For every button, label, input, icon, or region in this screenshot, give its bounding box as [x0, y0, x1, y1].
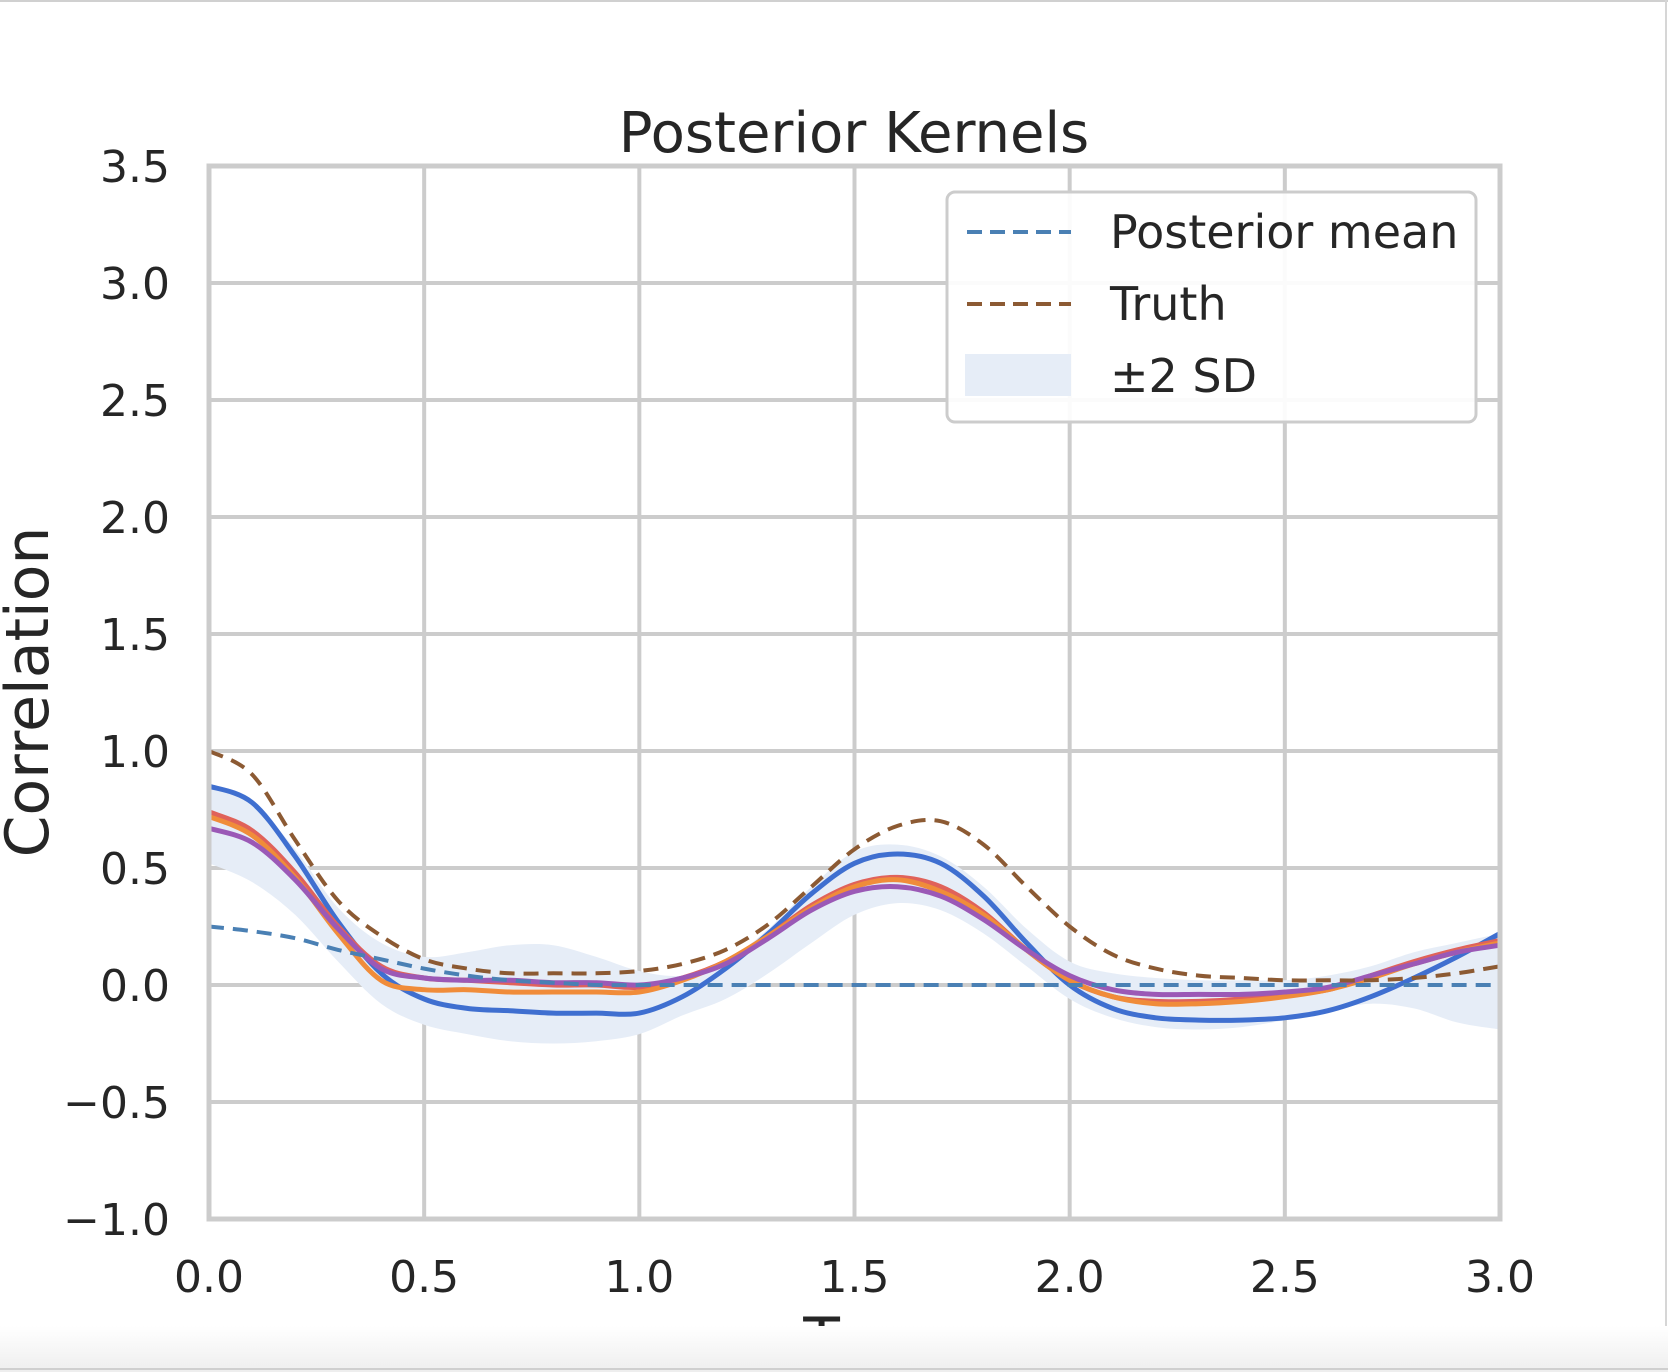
series-line-sample-4 [206, 825, 1503, 998]
top-border [0, 0, 1668, 2]
y-axis-label: Correlation [0, 527, 63, 858]
legend-label-two-sd: ±2 SD [1110, 349, 1257, 403]
x-tick-label: 0.5 [389, 1252, 459, 1303]
bottom-fade [0, 1326, 1668, 1372]
y-tick-label: 0.0 [100, 961, 170, 1012]
chart-title: Posterior Kernels [619, 101, 1089, 166]
x-tick-label: 1.5 [820, 1252, 890, 1303]
y-tick-label: 1.0 [100, 727, 170, 778]
x-tick-label: 2.5 [1250, 1252, 1320, 1303]
x-tick-label: 0.0 [174, 1252, 244, 1303]
x-tick-labels: 0.0 0.5 1.0 1.5 2.0 2.5 3.0 [174, 1252, 1535, 1303]
y-tick-label: −1.0 [63, 1195, 170, 1246]
right-border [1665, 0, 1667, 1372]
y-tick-label: −0.5 [63, 1078, 170, 1129]
series-line-truth [208, 749, 1501, 983]
y-tick-label: 0.5 [100, 844, 170, 895]
y-tick-labels: −1.0 −0.5 0.0 0.5 1.0 1.5 2.0 2.5 3.0 3.5 [63, 142, 170, 1246]
two-sd-band [209, 783, 1500, 1044]
y-tick-label: 1.5 [100, 610, 170, 661]
x-tick-label: 1.0 [604, 1252, 674, 1303]
series-lines [206, 749, 1503, 1023]
legend-swatch-two-sd [965, 354, 1071, 396]
legend: Posterior mean Truth ±2 SD [945, 190, 1478, 424]
legend-label-posterior-mean: Posterior mean [1110, 205, 1458, 259]
series-line-posterior-mean [208, 924, 1500, 988]
series-line-sample-3 [206, 814, 1503, 1007]
y-tick-label: 2.0 [100, 493, 170, 544]
bottom-border [0, 1368, 1668, 1370]
y-tick-label: 3.0 [100, 259, 170, 310]
y-tick-label: 2.5 [100, 376, 170, 427]
x-tick-label: 3.0 [1465, 1252, 1535, 1303]
x-tick-label: 2.0 [1035, 1252, 1105, 1303]
legend-label-truth: Truth [1109, 277, 1227, 331]
legend-box [945, 190, 1478, 424]
plot-frame [206, 163, 1503, 1222]
y-tick-label: 3.5 [100, 142, 170, 193]
series-line-sample-1 [206, 783, 1503, 1023]
